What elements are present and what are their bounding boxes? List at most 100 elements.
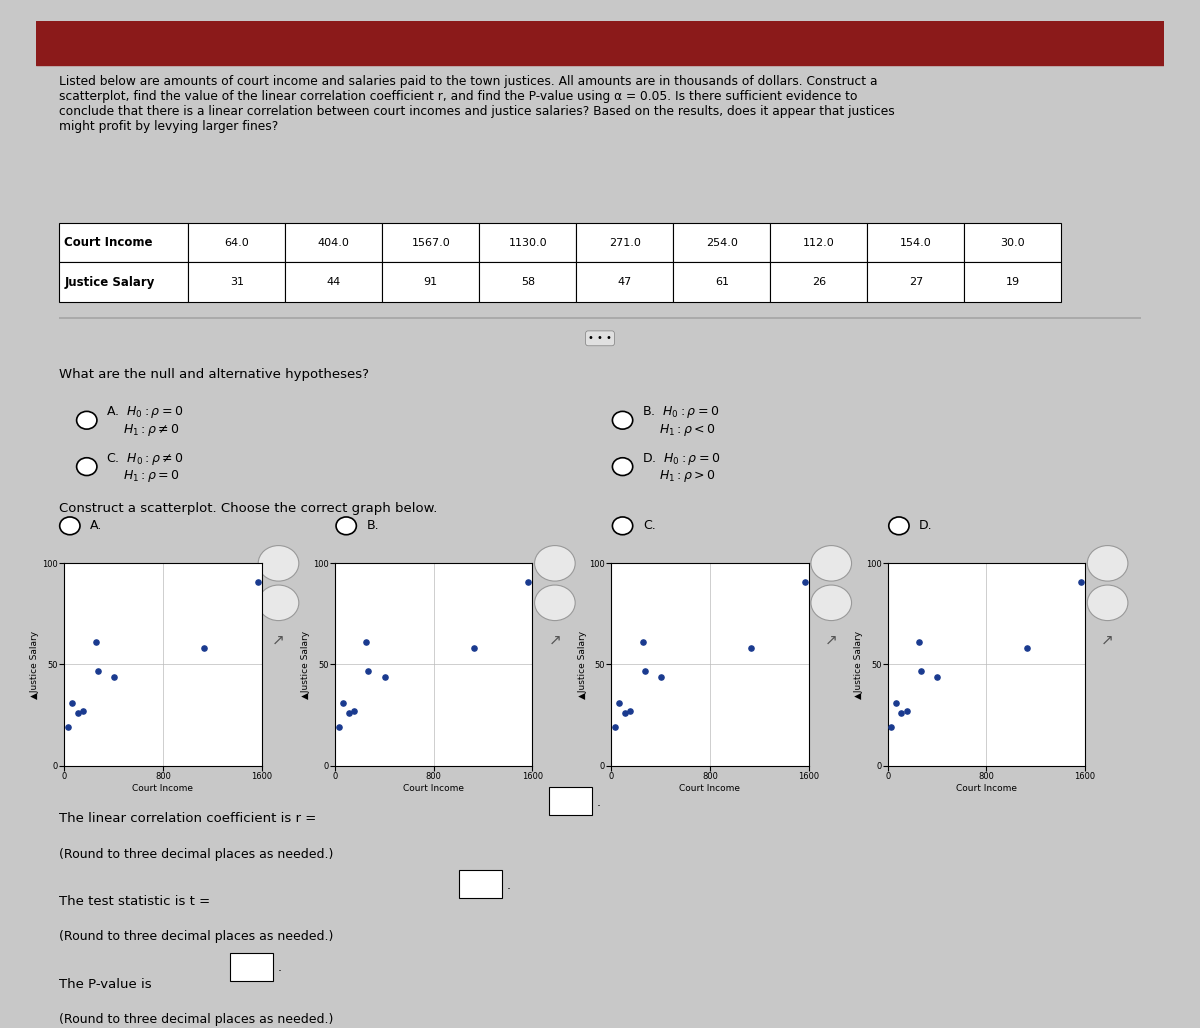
Text: The linear correlation coefficient is r =: The linear correlation coefficient is r … <box>59 812 316 825</box>
Text: Q: Q <box>1103 557 1112 570</box>
Point <box>882 719 901 735</box>
Text: ↗: ↗ <box>1102 633 1114 648</box>
Bar <box>59 262 188 302</box>
Text: Q: Q <box>550 596 560 610</box>
Circle shape <box>612 411 632 429</box>
Point <box>1018 640 1037 657</box>
Y-axis label: ▲Justice Salary: ▲Justice Salary <box>854 630 863 699</box>
Bar <box>230 953 272 981</box>
Y-axis label: ▲Justice Salary: ▲Justice Salary <box>301 630 310 699</box>
Circle shape <box>336 517 356 535</box>
Bar <box>550 787 592 815</box>
Bar <box>479 262 576 302</box>
X-axis label: Court Income: Court Income <box>956 783 1016 793</box>
Text: (Round to three decimal places as needed.): (Round to three decimal places as needed… <box>59 930 332 944</box>
Text: ↗: ↗ <box>824 633 838 648</box>
Bar <box>59 317 1141 319</box>
Text: 58: 58 <box>521 278 535 287</box>
Point <box>796 574 815 590</box>
Text: 1567.0: 1567.0 <box>412 237 450 248</box>
Point <box>910 634 929 651</box>
Text: C.  $H_0: \rho \neq 0$: C. $H_0: \rho \neq 0$ <box>106 450 184 467</box>
Text: What are the null and alternative hypotheses?: What are the null and alternative hypoth… <box>59 368 368 381</box>
Text: 154.0: 154.0 <box>900 237 931 248</box>
Text: The test statistic is t =: The test statistic is t = <box>59 895 210 908</box>
Text: Q: Q <box>274 557 284 570</box>
Circle shape <box>534 585 575 621</box>
Bar <box>188 223 286 262</box>
Text: B.: B. <box>366 519 379 533</box>
Point <box>742 640 761 657</box>
Text: $H_1: \rho > 0$: $H_1: \rho > 0$ <box>659 469 715 484</box>
Text: 112.0: 112.0 <box>803 237 835 248</box>
Text: The P-value is: The P-value is <box>59 978 151 991</box>
Bar <box>188 262 286 302</box>
Bar <box>770 223 868 262</box>
Point <box>334 695 353 711</box>
Point <box>616 705 635 722</box>
Text: A.  $H_0: \rho = 0$: A. $H_0: \rho = 0$ <box>106 404 184 420</box>
Circle shape <box>612 457 632 476</box>
Point <box>68 705 88 722</box>
Circle shape <box>811 546 852 581</box>
Text: 404.0: 404.0 <box>318 237 349 248</box>
Bar <box>458 871 502 897</box>
Point <box>605 719 624 735</box>
Point <box>898 703 917 720</box>
Text: Q: Q <box>826 596 836 610</box>
Text: • • •: • • • <box>588 333 612 343</box>
Point <box>356 634 376 651</box>
Bar <box>965 262 1061 302</box>
Text: $H_1: \rho = 0$: $H_1: \rho = 0$ <box>122 469 180 484</box>
Text: D.: D. <box>919 519 932 533</box>
X-axis label: Court Income: Court Income <box>679 783 740 793</box>
Text: C.: C. <box>643 519 655 533</box>
X-axis label: Court Income: Court Income <box>403 783 464 793</box>
Text: Court Income: Court Income <box>65 236 152 249</box>
Bar <box>383 223 479 262</box>
Text: Justice Salary: Justice Salary <box>65 276 155 289</box>
Bar <box>383 262 479 302</box>
Bar <box>479 223 576 262</box>
Text: 26: 26 <box>811 278 826 287</box>
Bar <box>965 223 1061 262</box>
Text: Q: Q <box>550 557 560 570</box>
Circle shape <box>889 517 910 535</box>
Text: 91: 91 <box>424 278 438 287</box>
Text: 47: 47 <box>618 278 632 287</box>
Point <box>620 703 640 720</box>
Point <box>344 703 364 720</box>
Text: $H_1: \rho < 0$: $H_1: \rho < 0$ <box>659 423 715 438</box>
Text: A.: A. <box>90 519 102 533</box>
Text: 64.0: 64.0 <box>224 237 250 248</box>
Text: 31: 31 <box>229 278 244 287</box>
Circle shape <box>612 517 632 535</box>
Text: (Round to three decimal places as needed.): (Round to three decimal places as needed… <box>59 1014 332 1026</box>
Text: 44: 44 <box>326 278 341 287</box>
Circle shape <box>1087 546 1128 581</box>
Text: $H_1: \rho \neq 0$: $H_1: \rho \neq 0$ <box>122 423 180 438</box>
Bar <box>576 262 673 302</box>
Point <box>634 634 653 651</box>
Point <box>1072 574 1091 590</box>
Bar <box>576 223 673 262</box>
Circle shape <box>811 585 852 621</box>
Y-axis label: ▲Justice Salary: ▲Justice Salary <box>577 630 587 699</box>
Point <box>194 640 214 657</box>
Circle shape <box>534 546 575 581</box>
Point <box>248 574 268 590</box>
Point <box>86 634 106 651</box>
Circle shape <box>60 517 80 535</box>
Text: 19: 19 <box>1006 278 1020 287</box>
Point <box>329 719 348 735</box>
Point <box>928 668 947 685</box>
Point <box>518 574 538 590</box>
Point <box>886 695 905 711</box>
X-axis label: Court Income: Court Income <box>132 783 193 793</box>
Point <box>892 705 911 722</box>
Bar <box>286 223 383 262</box>
Bar <box>286 262 383 302</box>
Circle shape <box>258 585 299 621</box>
Text: 27: 27 <box>908 278 923 287</box>
Circle shape <box>77 411 97 429</box>
